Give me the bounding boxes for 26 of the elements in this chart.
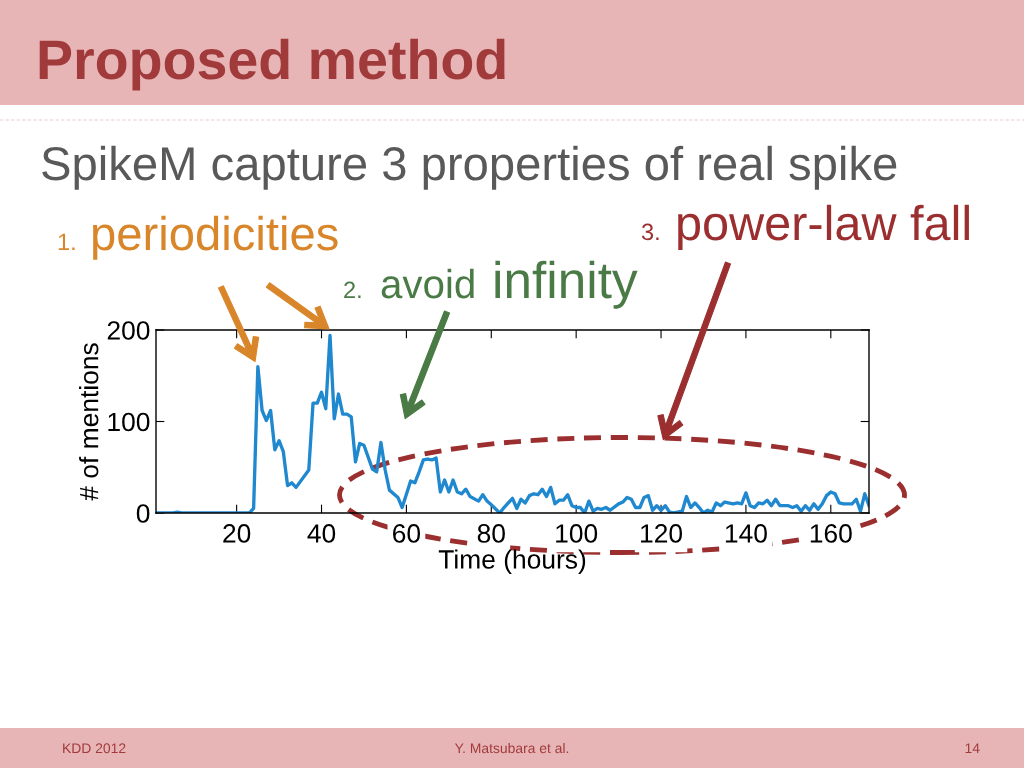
x-tick-label: 80 — [477, 524, 505, 543]
x-tick-label: 60 — [393, 524, 421, 543]
text: infinity — [495, 260, 638, 309]
line-series — [156, 333, 869, 513]
x-tick-label: 160 — [810, 524, 852, 543]
y-axis-title: # of mentions — [79, 343, 99, 501]
y-tick-label: 0 — [136, 504, 150, 523]
x-tick-label: 120 — [641, 524, 683, 543]
x-tick-label: 140 — [725, 524, 767, 543]
text: power-law fall — [678, 204, 969, 251]
x-axis-title: Time (hours) — [438, 549, 586, 574]
text: Y. Matsubara et al. — [454, 742, 569, 754]
x-tick-label: 100 — [556, 524, 598, 543]
text: 14 — [965, 743, 980, 753]
x-tick-label: 40 — [307, 524, 336, 543]
text: KDD 2012 — [63, 743, 126, 754]
text: periodicities — [93, 215, 338, 260]
text: 2. — [344, 281, 361, 298]
chart-subtitle: SpikeM capture 3 properties of real spike — [42, 145, 897, 190]
text: 3. — [641, 223, 659, 241]
x-tick-label: 20 — [223, 524, 251, 543]
y-tick-label: 200 — [107, 321, 150, 340]
y-tick-label: 100 — [108, 412, 150, 432]
chart-title: Proposed method — [39, 38, 505, 91]
text: avoid — [381, 268, 474, 299]
text: 1. — [58, 233, 75, 250]
